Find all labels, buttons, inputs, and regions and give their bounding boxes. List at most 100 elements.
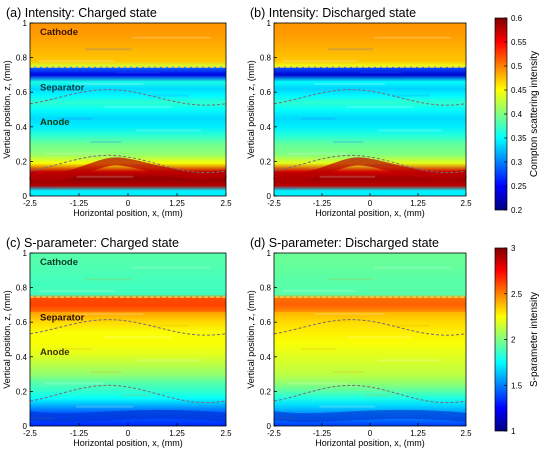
scan-streak — [131, 36, 211, 39]
scan-streak — [287, 382, 347, 385]
scan-streak — [71, 83, 144, 86]
x-tick-label: 1.25 — [410, 429, 426, 438]
y-tick-label: 0.2 — [260, 387, 272, 396]
colorbar-tick-label: 3 — [511, 244, 516, 253]
separator-boundary-line — [29, 89, 227, 106]
scan-streak — [287, 152, 347, 155]
y-tick-label: 0 — [267, 192, 272, 201]
y-axis-label: Vertical position, z, (mm) — [246, 290, 256, 389]
region-label-anode: Anode — [40, 117, 70, 128]
colorbar-tick-label: 1 — [511, 427, 516, 436]
x-tick-label: 1.25 — [169, 199, 185, 208]
scan-streak — [319, 175, 376, 178]
scan-streak — [332, 140, 364, 143]
scan-streak — [117, 71, 161, 74]
scan-streak — [104, 336, 173, 339]
colorbar-tick-label: 1.5 — [511, 381, 523, 390]
y-tick-label: 1 — [23, 249, 28, 258]
x-axis-label: Horizontal position, x, (mm) — [73, 208, 183, 218]
anode-boundary-line — [29, 154, 227, 174]
scan-streak — [282, 59, 357, 62]
scan-streak — [90, 370, 122, 373]
y-tick-label: 0.8 — [260, 284, 272, 293]
scan-streak — [328, 278, 374, 281]
x-tick-label: 2.5 — [220, 199, 232, 208]
x-tick-label: 2.5 — [460, 429, 472, 438]
colorbar-tick-label: 2 — [511, 336, 516, 345]
y-tick-label: 0.8 — [16, 284, 28, 293]
x-tick-label: 0 — [368, 199, 373, 208]
scan-streak — [274, 187, 298, 190]
scan-streak — [378, 359, 442, 362]
y-tick-label: 0 — [267, 422, 272, 431]
y-axis-label: Vertical position, z, (mm) — [2, 290, 12, 389]
colorbar-tick-label: 0.3 — [511, 158, 523, 167]
scan-streak — [136, 129, 201, 132]
y-tick-label: 1 — [267, 19, 272, 28]
scan-streak — [57, 117, 93, 120]
scan-streak — [373, 36, 452, 39]
scan-streak — [57, 347, 93, 350]
anode-boundary-line — [273, 154, 467, 174]
panel-title: (d) S-parameter: Discharged state — [250, 236, 439, 250]
panel-a: (a) Intensity: Charged state -2.5 -1.25 0 1.… — [2, 6, 232, 218]
colorbar-tick-label: 0.2 — [511, 206, 523, 215]
scan-streak — [43, 152, 105, 155]
scan-streak — [314, 313, 385, 316]
x-tick-label: 0 — [368, 429, 373, 438]
scan-streak — [90, 140, 122, 143]
anode-boundary-line — [29, 384, 227, 404]
colorbar-tick-label: 0.45 — [511, 86, 527, 95]
y-tick-label: 1 — [267, 249, 272, 258]
separator-band — [274, 297, 466, 312]
x-tick-label: 1.25 — [169, 429, 185, 438]
anode-low-band — [29, 409, 227, 423]
scan-streak — [43, 382, 105, 385]
scan-streak — [76, 405, 134, 408]
anode-boundary-line — [273, 384, 467, 404]
scan-streak — [282, 289, 357, 292]
y-tick-label: 0.2 — [16, 387, 28, 396]
y-tick-label: 0.6 — [260, 88, 272, 97]
scan-streak — [364, 394, 392, 397]
x-axis-label: Horizontal position, x, (mm) — [315, 438, 425, 448]
y-tick-label: 0.6 — [16, 88, 28, 97]
colorbar-1: 0.2 0.25 0.3 0.35 0.4 0.45 0.5 0.55 0.6 Compton s… — [494, 14, 540, 215]
separator-boundary-line — [273, 319, 467, 336]
x-tick-label: -2.5 — [267, 429, 281, 438]
region-label-separator: Separator — [40, 312, 85, 323]
colorbar-tick-label: 0.55 — [511, 38, 527, 47]
x-tick-label: -2.5 — [267, 199, 281, 208]
x-tick-label: -1.25 — [313, 429, 332, 438]
separator-boundary-line — [29, 319, 227, 336]
y-tick-label: 1 — [23, 19, 28, 28]
colorbar-label: Compton scattering intensity — [529, 51, 540, 177]
scan-streak — [314, 83, 385, 86]
panel-b: (b) Intensity: Discharged state -2.5 -1.25… — [246, 6, 472, 218]
x-tick-label: 0 — [126, 199, 131, 208]
colorbar-tick-label: 0.6 — [511, 14, 523, 23]
scan-streak — [346, 106, 414, 109]
scan-streak — [30, 187, 54, 190]
x-axis-label: Horizontal position, x, (mm) — [73, 438, 183, 448]
scan-streak — [332, 370, 364, 373]
scan-streak — [76, 175, 134, 178]
y-tick-label: 0.4 — [16, 353, 28, 362]
scan-streak — [38, 289, 115, 292]
colorbar-2: 1 1.5 2 2.5 3 S-parameter intensity — [494, 244, 540, 436]
y-tick-label: 0.8 — [16, 54, 28, 63]
scan-streak — [378, 129, 442, 132]
panel-c: (c) S-parameter: Charged state -2.5 -1.25 0… — [2, 236, 232, 448]
scan-streak — [150, 94, 189, 97]
scan-streak — [150, 324, 189, 327]
scan-streak — [360, 301, 402, 304]
x-tick-label: 2.5 — [220, 429, 232, 438]
y-tick-label: 0.2 — [16, 157, 28, 166]
separator-boundary-line — [273, 89, 467, 106]
heatmap-field — [30, 23, 226, 196]
panel-d: (d) S-parameter: Discharged state -2.5 -1.… — [246, 236, 472, 448]
scan-streak — [117, 301, 161, 304]
x-tick-label: 2.5 — [460, 199, 472, 208]
panel-title: (b) Intensity: Discharged state — [250, 6, 416, 20]
